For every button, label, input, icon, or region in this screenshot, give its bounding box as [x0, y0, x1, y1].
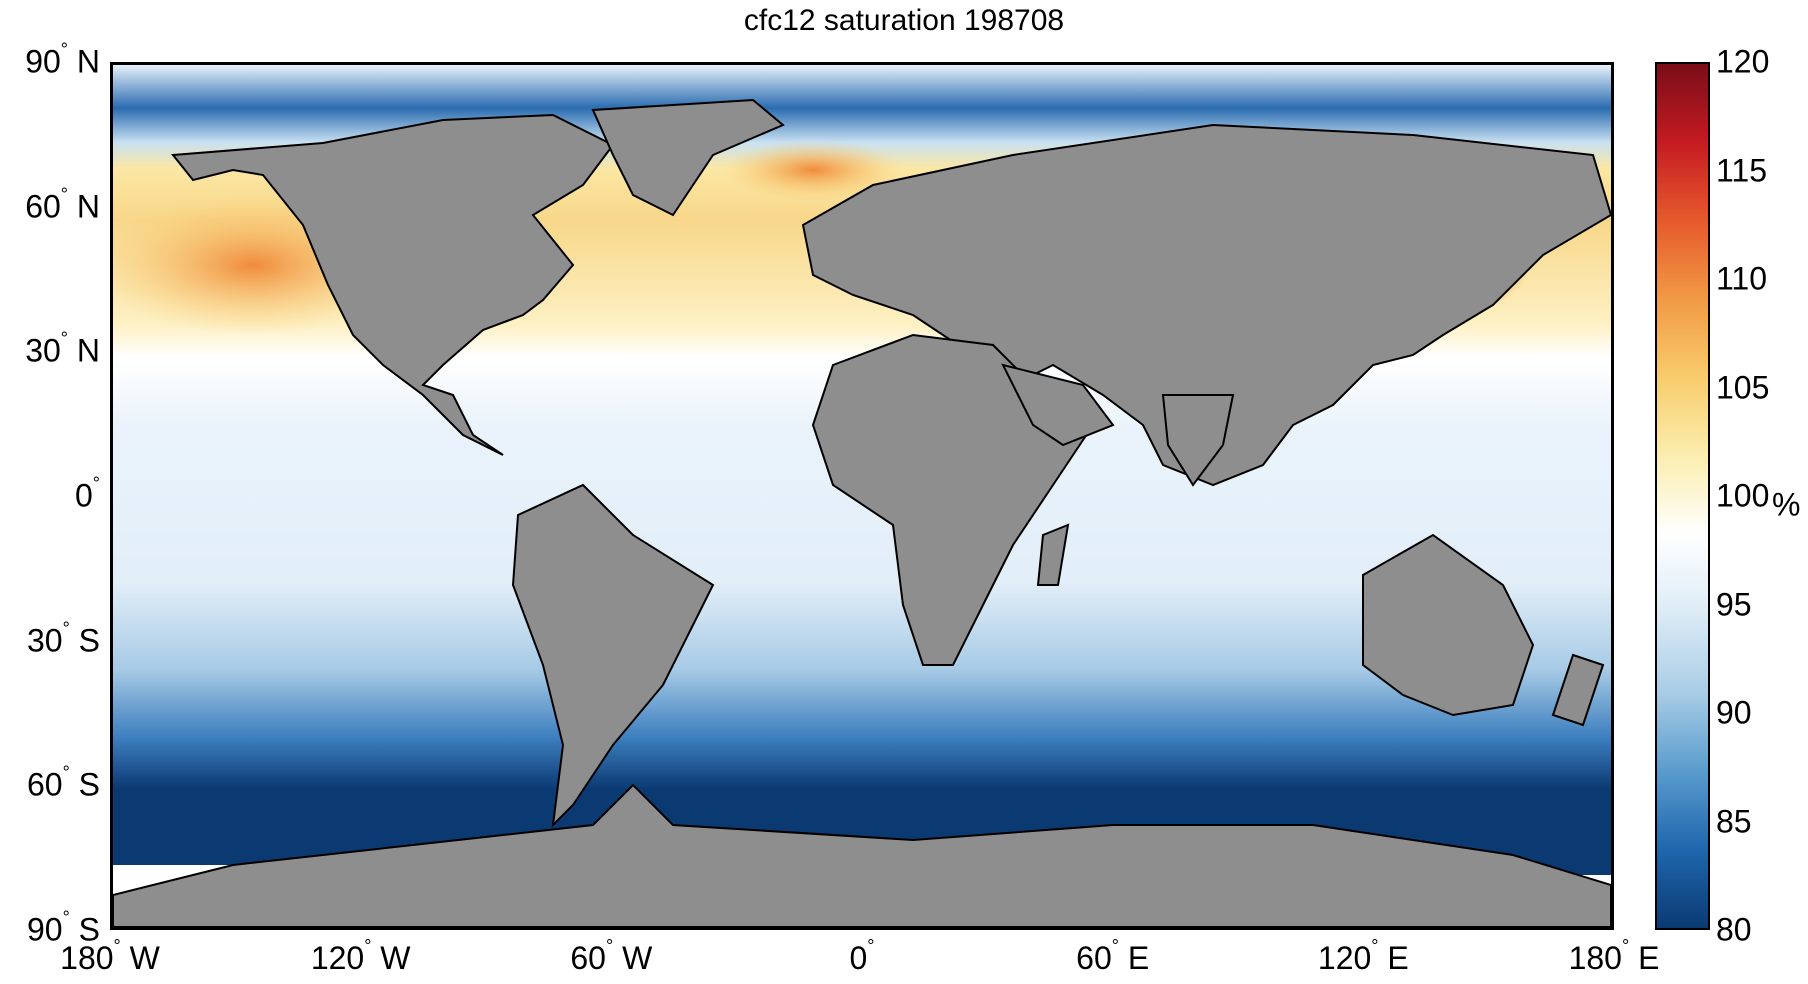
latitude_labels-label: 0°	[75, 473, 100, 514]
longitude_labels-label: 0°	[849, 936, 875, 976]
ocean-saturation-map	[113, 65, 1611, 927]
longitude_labels-label: 120° E	[1317, 936, 1409, 976]
land-south-america	[511, 483, 715, 828]
latitude_labels-label: 60° S	[26, 762, 100, 803]
colorbar-tick-label: 110	[1716, 260, 1768, 297]
colorbar-tick-label: 115	[1716, 152, 1768, 188]
land-africa	[811, 333, 1095, 666]
land-australia	[1362, 533, 1535, 717]
colorbar-tick-label: 120	[1716, 43, 1770, 80]
land-madagascar	[1036, 523, 1070, 586]
land-north-america	[171, 113, 615, 456]
land-antarctica	[113, 783, 1611, 927]
latitude_labels-label: 90° N	[25, 39, 100, 80]
latitude_labels-label: 60° N	[25, 184, 100, 225]
land-new-zealand	[1551, 653, 1605, 727]
colorbar-tick-label: 95	[1716, 586, 1752, 622]
colorbar-tick-label: 90	[1716, 694, 1752, 731]
colorbar-tick-label: 100	[1716, 477, 1770, 514]
land-arabian-peninsula	[1001, 363, 1115, 447]
north-atlantic-warm-anomaly	[723, 140, 903, 200]
colorbar-tick-label: 85	[1716, 803, 1752, 839]
colorbar-tick-label: 105	[1716, 369, 1770, 405]
longitude_labels-label: 180° E	[1568, 936, 1660, 976]
longitude_labels-label: 60° E	[1076, 936, 1150, 976]
latitude_labels-label: 30° S	[26, 618, 100, 659]
latitude_labels-label: 30° N	[25, 328, 100, 369]
colorbar-tick-label: 80	[1716, 911, 1752, 948]
longitude_labels-label: 180° W	[60, 936, 160, 976]
land-greenland	[591, 98, 785, 217]
map-panel	[110, 62, 1614, 930]
latitude_labels-label: 90° S	[26, 907, 100, 948]
land-masses	[113, 98, 1611, 927]
map-title: cfc12 saturation 198708	[743, 4, 1065, 37]
land-india	[1161, 394, 1235, 487]
longitude_labels-label: 60° W	[570, 936, 653, 976]
colorbar	[1655, 62, 1710, 930]
longitude_labels-label: 120° W	[310, 936, 411, 976]
colorbar-unit: %	[1772, 486, 1801, 523]
